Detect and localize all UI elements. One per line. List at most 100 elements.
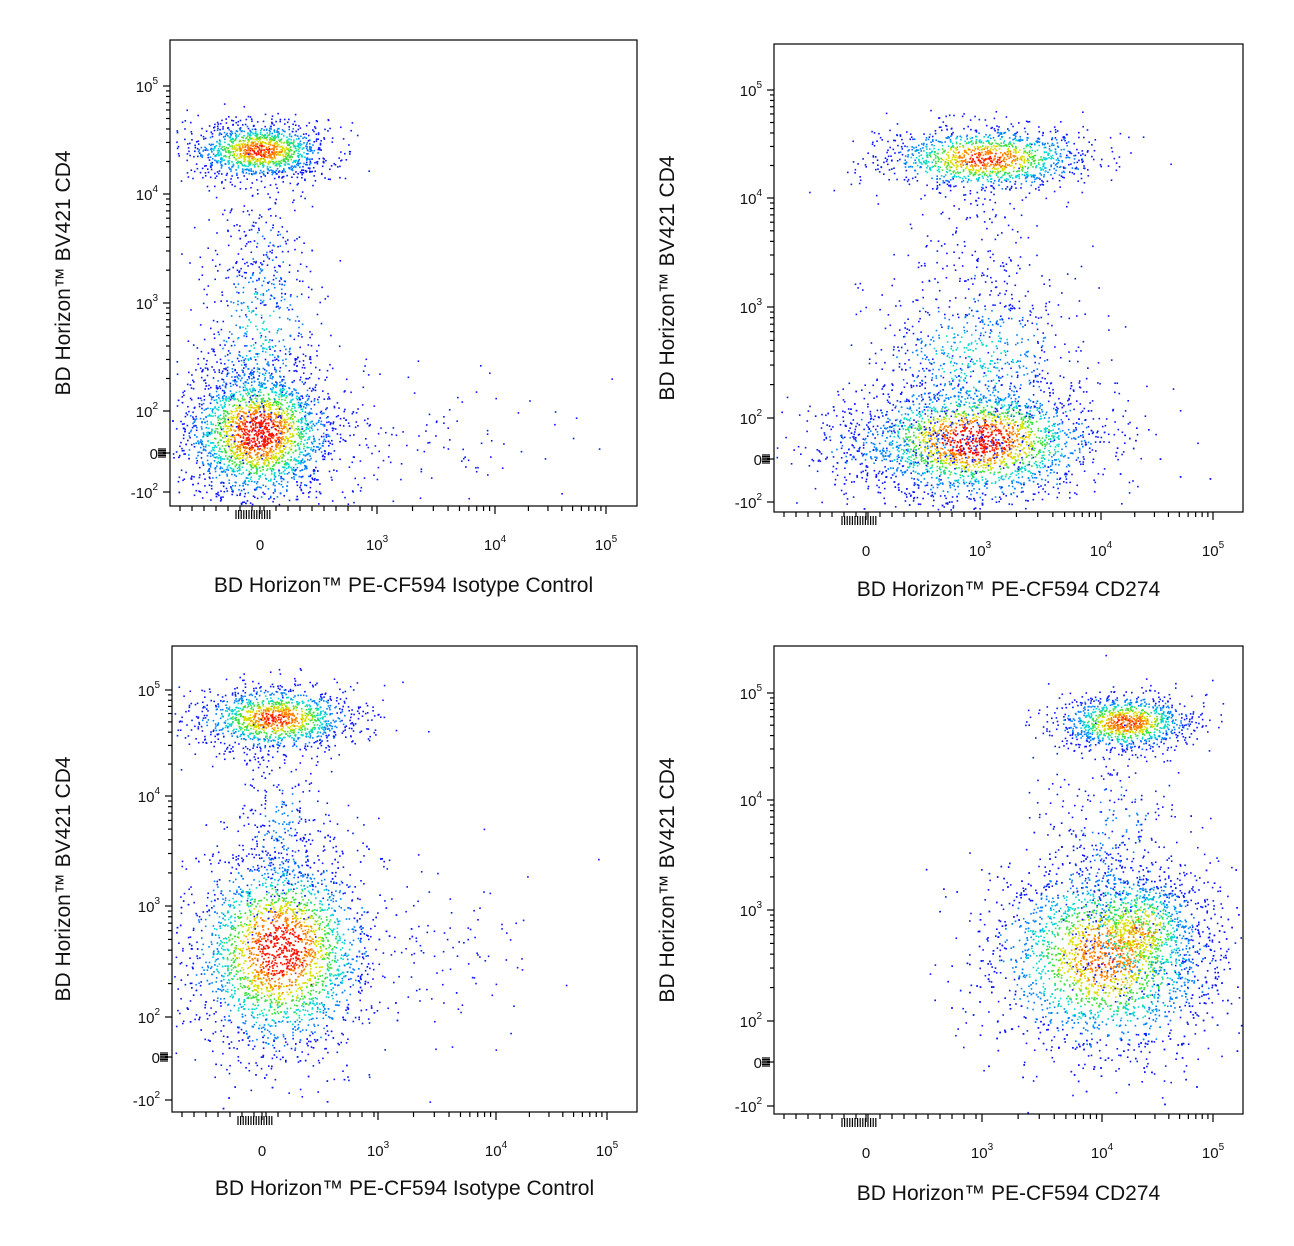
event-dot <box>306 389 309 392</box>
event-dot <box>230 134 232 136</box>
event-dot <box>238 351 241 353</box>
event-dot <box>286 395 288 397</box>
event-dot <box>287 144 289 147</box>
event-dot <box>272 278 275 281</box>
event-dot <box>269 480 272 482</box>
event-dot <box>324 177 326 179</box>
event-dot <box>331 439 333 442</box>
event-dot <box>240 428 243 431</box>
event-dot <box>287 441 289 443</box>
event-dot <box>972 167 975 170</box>
event-dot <box>239 467 241 470</box>
event-dot <box>205 426 208 429</box>
event-dot <box>955 176 958 178</box>
event-dot <box>328 398 331 400</box>
event-dot <box>240 421 242 423</box>
event-dot <box>212 319 215 322</box>
event-dot <box>240 444 243 446</box>
event-dot <box>268 134 271 136</box>
event-dot <box>282 436 284 438</box>
event-dot <box>215 399 218 401</box>
event-dot <box>239 400 242 403</box>
event-dot <box>256 416 258 418</box>
event-dot <box>215 428 217 430</box>
event-dot <box>231 165 234 168</box>
y-axis-title: BD Horizon™ BV421 CD4 <box>52 150 75 395</box>
event-dot <box>219 140 221 143</box>
event-dot <box>311 429 314 431</box>
event-dot <box>295 130 297 133</box>
event-dot <box>248 310 250 312</box>
event-dot <box>272 346 274 349</box>
event-dot <box>252 467 254 469</box>
event-dot <box>212 477 214 479</box>
event-dot <box>281 445 284 447</box>
event-dot <box>217 444 220 447</box>
event-dot <box>999 158 1001 160</box>
event-dot <box>933 147 935 150</box>
event-dot <box>293 120 296 123</box>
event-dot <box>322 423 324 426</box>
event-dot <box>213 146 216 148</box>
event-dot <box>269 447 272 450</box>
event-dot <box>314 126 316 128</box>
event-dot <box>243 149 245 152</box>
event-dot <box>297 182 299 185</box>
event-dot <box>285 392 287 395</box>
event-dot <box>220 482 222 484</box>
event-dot <box>216 321 219 323</box>
event-dot <box>302 172 305 174</box>
event-dot <box>249 446 252 449</box>
event-dot <box>264 400 266 402</box>
event-dot <box>273 146 275 148</box>
event-dot <box>287 158 290 161</box>
event-dot <box>269 161 271 164</box>
event-dot <box>280 299 283 302</box>
event-dot <box>283 495 285 497</box>
event-dot <box>1044 167 1046 169</box>
event-dot <box>271 456 273 458</box>
event-dot <box>307 286 310 289</box>
event-dot <box>232 142 234 144</box>
event-dot <box>278 469 280 472</box>
event-dot <box>220 459 222 462</box>
event-dot <box>249 455 252 458</box>
event-dot <box>286 414 289 417</box>
event-dot <box>307 403 310 406</box>
event-dot <box>228 435 230 437</box>
event-dot <box>245 314 247 316</box>
event-dot <box>223 469 225 472</box>
event-dot <box>259 133 262 135</box>
event-dot <box>222 213 224 216</box>
event-dot <box>872 155 875 157</box>
event-dot <box>256 179 258 181</box>
event-dot <box>1082 160 1084 163</box>
event-dot <box>435 435 437 437</box>
event-dot <box>239 379 242 382</box>
event-dot <box>234 158 237 160</box>
event-dot <box>187 439 189 442</box>
event-dot <box>232 469 234 472</box>
event-dot <box>199 324 202 326</box>
event-dot <box>253 261 255 263</box>
event-dot <box>311 170 314 173</box>
event-dot <box>260 151 262 153</box>
event-dot <box>254 404 256 406</box>
event-dot <box>303 367 306 369</box>
event-dot <box>226 430 228 433</box>
event-dot <box>290 401 292 403</box>
event-dot <box>212 350 214 352</box>
event-dot <box>227 359 230 362</box>
event-dot <box>266 149 269 151</box>
event-dot <box>239 405 242 408</box>
event-dot <box>235 324 237 327</box>
event-dot <box>308 459 311 461</box>
event-dot <box>210 398 213 401</box>
event-dot <box>223 405 226 407</box>
event-dot <box>292 128 295 130</box>
event-dot <box>245 335 248 338</box>
event-dot <box>222 395 224 398</box>
event-dot <box>256 456 259 458</box>
event-dot <box>294 416 296 418</box>
event-dot <box>207 285 210 287</box>
